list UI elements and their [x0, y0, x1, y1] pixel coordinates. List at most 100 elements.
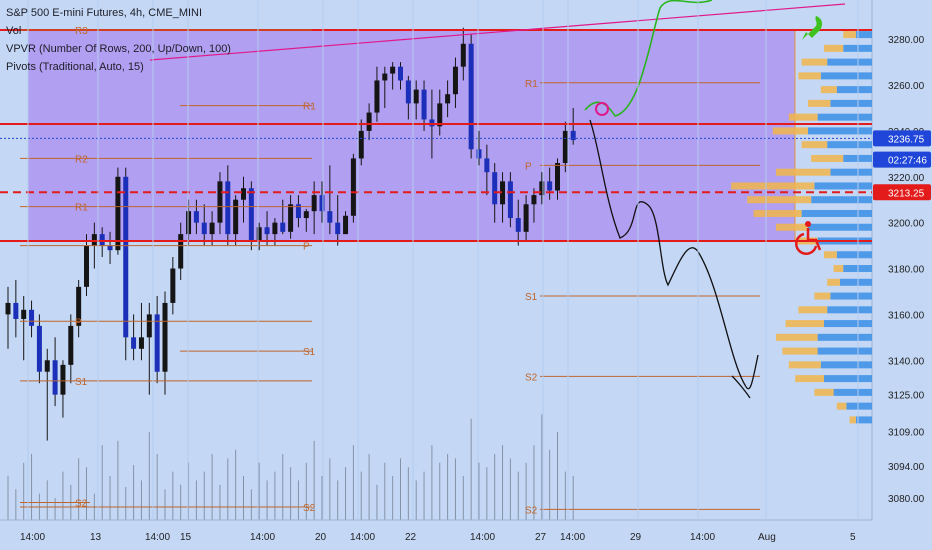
candle-body [562, 130, 568, 164]
vp-up-bar [824, 251, 837, 259]
candle-body [225, 181, 231, 235]
candle-body [186, 211, 192, 235]
candle-body [358, 130, 364, 159]
pivot-label: P [75, 317, 82, 328]
candle-body [468, 43, 474, 150]
candle-body [531, 195, 537, 205]
candle-body [288, 204, 294, 232]
vp-down-bar [817, 347, 872, 355]
candle-body [13, 302, 19, 319]
candle-body [115, 176, 121, 251]
wheelchair-frame [806, 228, 822, 251]
pivot-label: R2 [75, 154, 88, 165]
vp-up-bar [801, 141, 828, 149]
vp-up-bar [814, 292, 831, 300]
y-tick-label: 3180.00 [888, 265, 925, 276]
candle-body [547, 181, 553, 191]
price-tag-label: 3213.25 [888, 188, 925, 199]
candle-body [555, 163, 560, 191]
candle-body [413, 89, 419, 104]
vp-down-bar [836, 86, 872, 94]
rocket-icon [802, 16, 823, 40]
candle-body [138, 337, 144, 349]
price-tag [873, 151, 931, 168]
candle-body [350, 158, 356, 216]
x-tick-label: 14:00 [350, 532, 375, 543]
x-tick-label: 14:00 [470, 532, 495, 543]
vp-down-bar [808, 127, 872, 135]
range-box [27, 29, 796, 242]
vp-down-bar [808, 223, 872, 231]
candle-body [523, 204, 529, 232]
candle-body [201, 222, 207, 235]
vp-down-bar [817, 333, 872, 341]
candle-body [178, 234, 184, 269]
x-tick-label: 14:00 [145, 532, 170, 543]
candle-body [170, 268, 176, 303]
y-tick-label: 3094.00 [888, 462, 925, 473]
pivot-label: S1 [75, 377, 88, 388]
candle-body [405, 80, 411, 104]
candle-body [366, 112, 372, 131]
pivot-label: S2 [75, 498, 88, 509]
candle-body [507, 181, 513, 219]
candle-body [68, 325, 74, 365]
wheelchair-wheel [795, 232, 818, 255]
rocket-fin [802, 32, 808, 40]
candle-body [107, 245, 113, 251]
x-tick-label: 5 [850, 532, 856, 543]
pivot-label: S2 [525, 505, 538, 516]
pivot-label: R1 [303, 102, 316, 113]
y-tick-label: 3280.00 [888, 35, 925, 46]
rocket-body [808, 16, 823, 38]
candle-body [421, 89, 427, 120]
candle-body [44, 360, 50, 372]
vp-down-bar [820, 72, 872, 80]
candle-body [162, 302, 168, 372]
vp-up-bar [788, 113, 818, 121]
x-tick-label: 20 [315, 532, 327, 543]
vp-up-bar [820, 86, 837, 94]
vp-down-bar [833, 388, 872, 396]
candle-body [374, 80, 380, 113]
vp-down-bar [836, 251, 872, 259]
x-tick-label: 14:00 [690, 532, 715, 543]
signal-marker [595, 102, 609, 116]
wheelchair-icon [795, 221, 822, 255]
candle-body [193, 211, 199, 223]
candle-body [36, 325, 42, 372]
candle-body [484, 158, 490, 173]
vp-down-bar [801, 209, 872, 217]
candle-body [29, 309, 35, 326]
candle-body [319, 195, 325, 212]
candle-body [570, 130, 576, 141]
pivot-label: S2 [303, 503, 316, 514]
vp-up-bar [753, 209, 802, 217]
vp-up-bar [849, 416, 856, 424]
x-tick-label: 29 [630, 532, 642, 543]
x-tick-label: 15 [180, 532, 192, 543]
pivot-label: R1 [525, 79, 538, 90]
candle-body [460, 43, 466, 67]
vp-down-bar [814, 182, 872, 190]
x-tick-label: 14:00 [250, 532, 275, 543]
candle-body [91, 234, 97, 246]
y-tick-label: 3200.00 [888, 219, 925, 230]
vp-up-bar [785, 320, 824, 328]
legend-vpvr: VPVR (Number Of Rows, 200, Up/Down, 100) [6, 43, 231, 55]
y-tick-label: 3109.00 [888, 427, 925, 438]
candle-body [437, 103, 443, 127]
price-tag-label: 02:27:46 [888, 156, 927, 167]
candle-body [264, 227, 270, 235]
candle-body [233, 199, 239, 235]
candle-body [146, 314, 152, 338]
legend-pivots: Pivots (Traditional, Auto, 15) [6, 61, 144, 73]
vp-down-bar [824, 375, 872, 383]
x-tick-label: 14:00 [20, 532, 45, 543]
legend-vol: Vol [6, 25, 22, 37]
vp-up-bar [782, 347, 818, 355]
pivot-label: P [303, 242, 310, 253]
vp-up-bar [814, 388, 834, 396]
